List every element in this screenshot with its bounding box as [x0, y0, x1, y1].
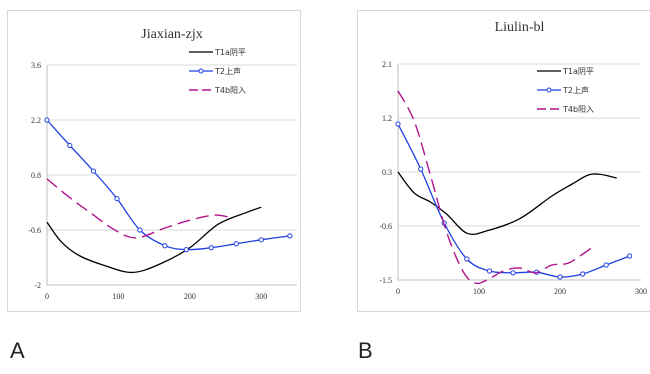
- y-tick-label: -1.5: [379, 276, 392, 285]
- y-tick-label: -0.6: [379, 222, 392, 231]
- data-point: [258, 237, 264, 243]
- y-tick-label: 0.8: [31, 171, 41, 180]
- legend-label-3: T4b阳入: [214, 86, 246, 95]
- legend-label-3: T4b阳入: [562, 105, 594, 114]
- x-tick-label: 0: [396, 287, 400, 296]
- legend-label-2: T2上声: [214, 66, 241, 76]
- x-tick-label: 300: [255, 292, 267, 301]
- panel-caption-b: B: [358, 338, 373, 363]
- legend-label-1: T1a阴平: [214, 48, 246, 57]
- series-line-1: [397, 171, 617, 235]
- data-point: [464, 256, 470, 262]
- data-point: [557, 274, 563, 280]
- y-tick-label: 0.3: [382, 168, 392, 177]
- legend-marker: [198, 68, 204, 74]
- y-tick-label: 3.6: [31, 61, 41, 70]
- data-point: [162, 243, 168, 249]
- y-tick-label: 1.2: [382, 114, 392, 123]
- data-point: [510, 270, 516, 276]
- x-tick-label: 0: [45, 292, 49, 301]
- data-point: [44, 117, 50, 123]
- data-point: [137, 227, 143, 233]
- x-tick-label: 100: [473, 287, 485, 296]
- data-point: [395, 121, 401, 127]
- chart-a: Jiaxian-zjx -2 -0.6 0.8 2.2 3.6 0 100 200 300 T1a阴…: [28, 27, 297, 301]
- chart-b: Liulin-bl -1.5 -0.6 0.3 1.2 2.1 0 100 200 300 T1a阴…: [379, 20, 647, 296]
- data-point: [233, 241, 239, 247]
- data-point: [114, 195, 120, 202]
- chart-panel-a: [7, 10, 301, 312]
- data-point: [183, 247, 189, 253]
- legend-label-2: T2上声: [562, 85, 589, 95]
- legend-marker: [546, 87, 552, 93]
- data-point: [603, 262, 609, 268]
- series-line-3: [397, 90, 593, 285]
- panel-caption-a: A: [10, 338, 25, 363]
- data-point: [287, 233, 293, 239]
- x-tick-label: 200: [184, 292, 196, 301]
- chart-title: Jiaxian-zjx: [141, 27, 202, 42]
- x-tick-label: 300: [635, 287, 647, 296]
- data-point: [627, 253, 633, 259]
- y-tick-label: 2.1: [382, 60, 392, 69]
- data-point: [90, 168, 97, 174]
- data-point: [580, 271, 586, 277]
- y-tick-label: 2.2: [31, 116, 41, 125]
- data-point: [486, 268, 493, 274]
- y-tick-label: -2: [34, 281, 41, 290]
- series-line-1: [46, 206, 262, 274]
- x-tick-label: 200: [554, 287, 566, 296]
- x-tick-label: 100: [112, 292, 124, 301]
- data-point: [208, 245, 214, 251]
- legend-label-1: T1a阴平: [562, 67, 594, 76]
- chart-title: Liulin-bl: [495, 20, 545, 35]
- data-point: [418, 166, 424, 172]
- chart-panel-b: [357, 10, 650, 312]
- series-line-2: [397, 123, 630, 278]
- y-tick-label: -0.6: [28, 226, 41, 235]
- data-point: [67, 142, 73, 149]
- series-line-3: [46, 178, 233, 239]
